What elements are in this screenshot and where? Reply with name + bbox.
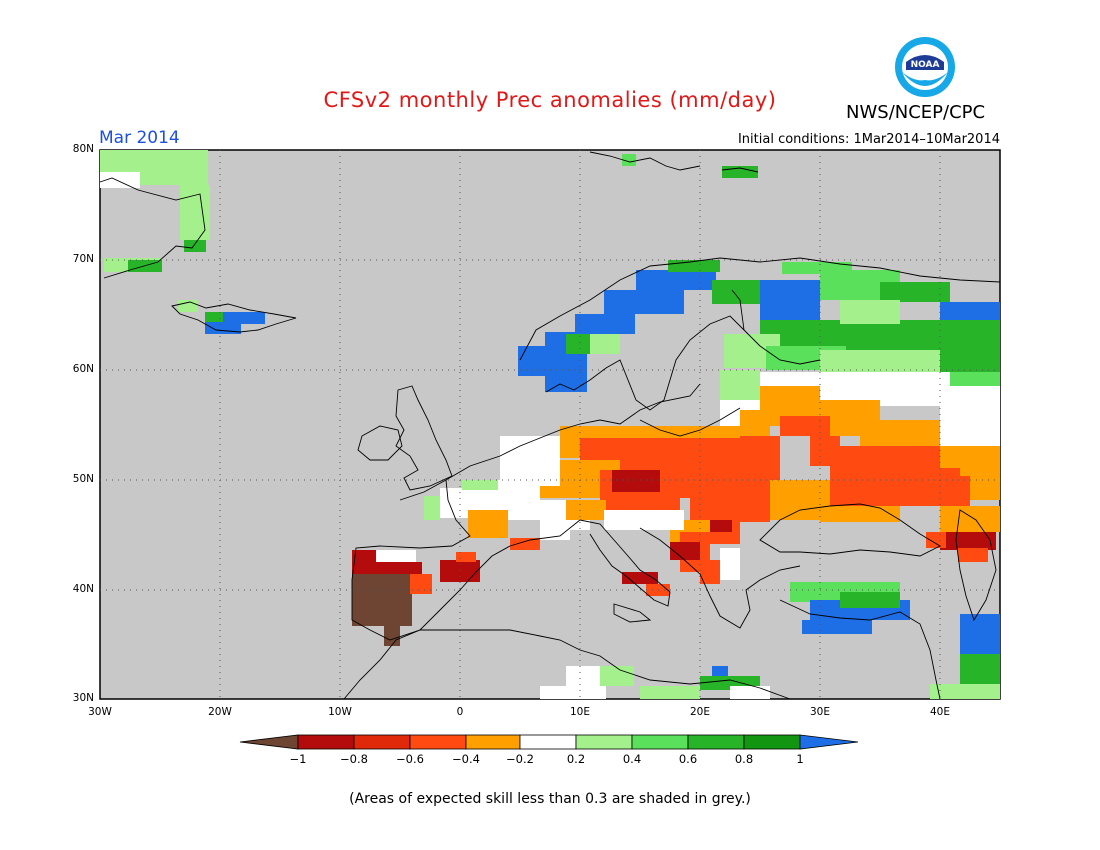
lat-label: 30N bbox=[72, 692, 94, 704]
colorbar-tick: 0.2 bbox=[566, 752, 586, 766]
lat-label: 70N bbox=[72, 253, 94, 265]
lon-label: 30E bbox=[810, 706, 830, 718]
lon-label: 20E bbox=[690, 706, 710, 718]
colorbar-tick: 1 bbox=[796, 752, 804, 766]
footnote: (Areas of expected skill less than 0.3 a… bbox=[349, 791, 751, 807]
colorbar-tick: −0.8 bbox=[340, 752, 368, 766]
coastlines bbox=[99, 151, 1001, 700]
colorbar-tick: −0.2 bbox=[506, 752, 534, 766]
org-label: NWS/NCEP/CPC bbox=[846, 102, 986, 123]
lat-label: 40N bbox=[72, 583, 94, 595]
colorbar-tick: −0.4 bbox=[452, 752, 480, 766]
lon-label: 40E bbox=[930, 706, 950, 718]
colorbar-tick: 0.8 bbox=[734, 752, 754, 766]
logo-text: NOAA bbox=[911, 60, 940, 70]
lon-label: 20W bbox=[208, 706, 232, 718]
lon-label: 0 bbox=[456, 706, 464, 718]
colorbar-tick: 0.6 bbox=[678, 752, 698, 766]
colorbar-tick: −0.6 bbox=[396, 752, 424, 766]
month-label: Mar 2014 bbox=[99, 128, 180, 148]
lat-label: 80N bbox=[72, 143, 94, 155]
initial-conditions: Initial conditions: 1Mar2014–10Mar2014 bbox=[737, 132, 1000, 147]
graticule bbox=[100, 150, 1000, 699]
noaa-logo: NOAA bbox=[895, 37, 955, 97]
anomaly-cells bbox=[100, 150, 1000, 699]
chart-title: CFSv2 monthly Prec anomalies (mm/day) bbox=[323, 88, 777, 112]
colorbar-tick: −1 bbox=[289, 752, 307, 766]
colorbar bbox=[239, 734, 859, 750]
lon-label: 10W bbox=[328, 706, 352, 718]
lat-label: 60N bbox=[72, 363, 94, 375]
lon-label: 30W bbox=[88, 706, 112, 718]
lon-label: 10E bbox=[570, 706, 590, 718]
colorbar-tick: 0.4 bbox=[622, 752, 642, 766]
lat-label: 50N bbox=[72, 473, 94, 485]
